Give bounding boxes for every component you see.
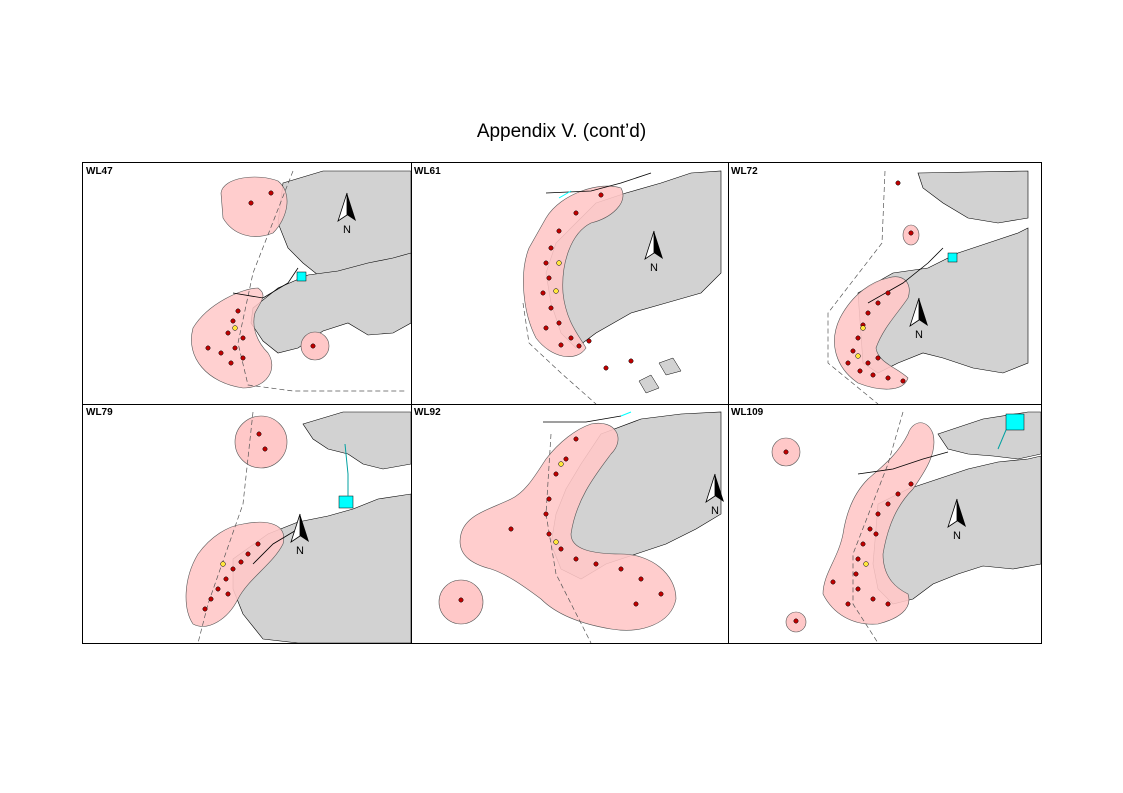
range-polygon [459,422,677,631]
north-arrow-icon [705,473,724,503]
panel-label: WL109 [731,407,764,418]
map-panel-wl61: N WL61 [411,163,728,404]
map-panel-wl109: N WL109 [728,404,1041,643]
land-mass [250,252,411,354]
road-line [543,415,622,423]
panel-label: WL47 [86,166,113,177]
boundary-line [197,411,254,643]
grid-divider [728,163,729,643]
map-wl109: N [771,411,1041,643]
north-label: N [343,224,351,236]
panel-label: WL79 [86,407,113,418]
north-arrow-icon [644,230,663,260]
north-label: N [296,545,304,557]
map-panel-wl79: N WL79 [83,404,411,643]
range-circle [234,415,288,469]
range-polygon [523,185,624,357]
river-mark [1005,413,1025,431]
islands [638,357,682,394]
river-mark [947,252,958,263]
river-mark [338,495,354,509]
grid-divider [83,404,1041,405]
road-line [252,528,299,565]
location-points [205,190,316,366]
map-grid: N WL47 [82,162,1042,644]
north-arrow-icon [337,192,356,222]
boundary-line [522,302,597,404]
north-label: N [650,262,658,274]
boundary-line [827,170,886,404]
range-polygon [834,276,910,390]
location-points [458,436,664,607]
north-arrow-icon [947,498,966,528]
panel-label: WL61 [414,166,441,177]
land-mass [302,411,411,470]
boundary-line [237,170,405,392]
map-panel-wl72: N WL72 [728,163,1041,404]
map-wl61: N [522,170,722,404]
range-polygon [822,422,935,625]
land-mass [917,170,1029,224]
map-wl79: N [185,411,411,643]
river-line [558,190,572,199]
land-mass [937,411,1041,460]
location-points [783,449,914,624]
river-line [620,411,632,417]
grid-divider [411,163,412,643]
boundary-line [852,411,904,643]
river-line [997,429,1007,450]
river-line [344,443,349,496]
road-line [232,267,299,299]
location-points [845,180,914,384]
map-panel-wl92: N WL92 [411,404,728,643]
page-title: Appendix V. (cont’d) [476,121,647,142]
north-label: N [915,329,923,341]
road-line [857,451,949,475]
panel-label: WL72 [731,166,758,177]
north-arrow-icon [909,297,928,327]
north-label: N [953,530,961,542]
panel-label: WL92 [414,407,441,418]
boundary-line [545,433,592,643]
road-line [867,247,944,304]
location-points [202,431,268,612]
river-mark [296,271,307,282]
map-wl47: N [191,170,411,392]
map-wl72: N [827,170,1029,404]
range-polygon [220,176,288,237]
north-arrow-icon [290,513,309,543]
north-label: N [711,505,719,517]
range-polygon [191,287,273,389]
map-wl92: N [438,411,724,643]
map-panel-wl47: N WL47 [83,163,411,404]
location-points [540,192,634,371]
